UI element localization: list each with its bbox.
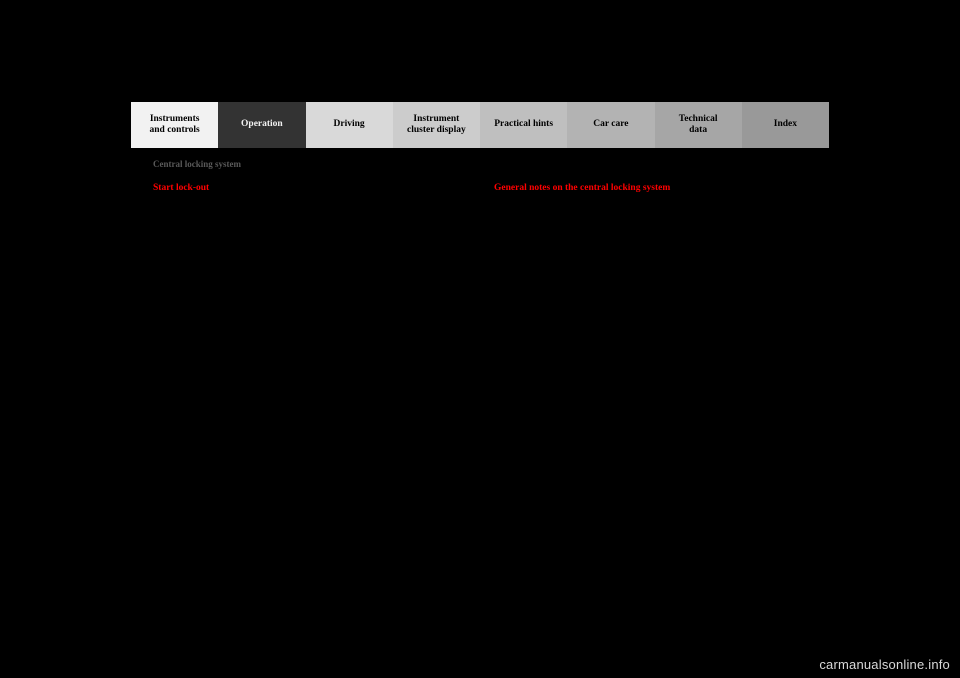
nav-tab-label: Index (774, 119, 797, 130)
nav-tab-car-care[interactable]: Car care (567, 102, 654, 148)
nav-tab-label: Instrument (413, 114, 459, 125)
body-paragraph: In case the engine cannot be started (ye… (153, 286, 466, 324)
nav-tab-label: Instruments (150, 114, 200, 125)
body-paragraph: Note: (153, 263, 466, 276)
body-paragraph: Inserting the electronic key in the stee… (153, 240, 466, 253)
nav-tab-label: Car care (593, 119, 628, 130)
nav-tab-technical-data[interactable]: Technical data (655, 102, 742, 148)
right-heading: General notes on the central locking sys… (494, 182, 807, 195)
body-paragraph: When you lock the vehicle, all lamps in … (494, 298, 807, 323)
body-paragraph: If the electronic key is inserted in the… (494, 205, 807, 230)
body-paragraph: Removing the electronic key from the ste… (153, 205, 466, 230)
nav-tab-label: data (689, 125, 707, 136)
nav-tab-label: Practical hints (494, 119, 553, 130)
section-title: Central locking system (153, 159, 241, 169)
left-column: Start lock-out Removing the electronic k… (153, 182, 466, 369)
nav-tab-instruments-controls[interactable]: Instruments and controls (131, 102, 218, 148)
watermark: carmanualsonline.info (819, 657, 950, 672)
nav-tab-practical-hints[interactable]: Practical hints (480, 102, 567, 148)
nav-tab-label: Technical (679, 114, 718, 125)
right-column: General notes on the central locking sys… (494, 182, 807, 369)
nav-tab-index[interactable]: Index (742, 102, 829, 148)
nav-tabs-row: Instruments and controls Operation Drivi… (131, 102, 829, 148)
nav-tab-label: cluster display (407, 125, 466, 136)
nav-tab-instrument-cluster-display[interactable]: Instrument cluster display (393, 102, 480, 148)
section-title-row: Central locking system (131, 154, 829, 172)
nav-tab-label: Operation (241, 119, 283, 130)
nav-tab-operation[interactable]: Operation (218, 102, 305, 148)
body-columns: Start lock-out Removing the electronic k… (131, 182, 829, 369)
nav-tab-label: Driving (334, 119, 365, 130)
body-paragraph: In case the central locking system does … (494, 240, 807, 253)
body-paragraph: If the vehicle was previously centrally … (494, 263, 807, 288)
body-paragraph: If the electronic key is lost or misplac… (494, 333, 807, 358)
left-heading: Start lock-out (153, 182, 466, 195)
nav-tab-driving[interactable]: Driving (306, 102, 393, 148)
manual-page: Instruments and controls Operation Drivi… (131, 102, 829, 578)
nav-tab-label: and controls (150, 125, 200, 136)
